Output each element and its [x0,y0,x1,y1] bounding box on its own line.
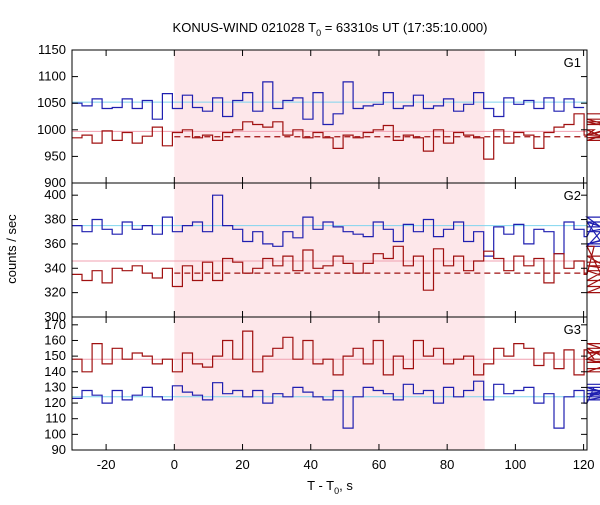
y-tick-label: 320 [44,285,66,300]
series-step-line-blue [72,81,585,126]
panel-label: G3 [564,322,581,337]
x-tick-label: -20 [97,457,116,472]
chart-title-main: KONUS-WIND 021028 T [173,20,317,35]
panel-label: G2 [564,188,581,203]
series-step-line-blue [72,194,600,257]
panel-g1: 900 950 1000 1050 1100 1150 G1 [37,42,600,190]
y-tick-label: 170 [44,317,66,332]
y-tick-label: 380 [44,212,66,227]
x-tick-label: 120 [573,457,595,472]
y-tick-label: 160 [44,332,66,347]
y-tick-label: 100 [44,426,66,441]
chart-title-tail: = 63310s UT (17:35:10.000) [321,20,487,35]
x-tick-label: 100 [505,457,527,472]
y-tick-label: 300 [44,309,66,324]
x-tick-label: 80 [440,457,454,472]
highlight-interval [174,317,485,450]
y-tick-label: 130 [44,379,66,394]
x-axis-label-main: T - T [307,478,334,493]
y-tick-label: 140 [44,364,66,379]
panel-label: G1 [564,55,581,70]
y-tick-label: 340 [44,260,66,275]
x-tick-label: 20 [235,457,249,472]
y-tick-label: 1000 [37,122,66,137]
y-tick-label: 400 [44,187,66,202]
y-tick-label: 950 [44,148,66,163]
chart-title-subscript: 0 [316,28,321,38]
series-step-line-red [72,330,600,376]
y-tick-label: 1050 [37,95,66,110]
series-step-line-red [72,245,600,294]
y-axis-label: counts / sec [4,214,19,284]
x-axis-label: T - T0, s [307,478,353,496]
panel-g2: 300 320 340 360 380 400 G2 [44,182,600,324]
y-tick-label: 120 [44,395,66,410]
panels-group: 9009501000105011001150G13003203403603804… [37,42,600,472]
x-axis-label-subscript: 0 [334,486,339,496]
y-tick-label: 1150 [38,42,66,57]
x-axis-label-tail: , s [339,478,353,493]
y-tick-label: 900 [44,175,66,190]
x-tick-label: 40 [304,457,318,472]
series-step-line-red [72,113,600,160]
highlight-interval [174,50,485,183]
y-tick-label: 360 [44,236,66,251]
x-tick-label: 0 [171,457,178,472]
chart-title: KONUS-WIND 021028 T0 = 63310s UT (17:35:… [173,20,488,38]
series-step-line-blue [72,380,600,429]
x-tick-label: 60 [372,457,386,472]
y-tick-label: 90 [52,442,66,457]
panel-frame [71,316,588,451]
y-tick-label: 110 [45,411,66,426]
y-tick-label: 1100 [38,69,66,84]
y-tick-label: 150 [44,348,66,363]
highlight-interval [174,183,485,317]
